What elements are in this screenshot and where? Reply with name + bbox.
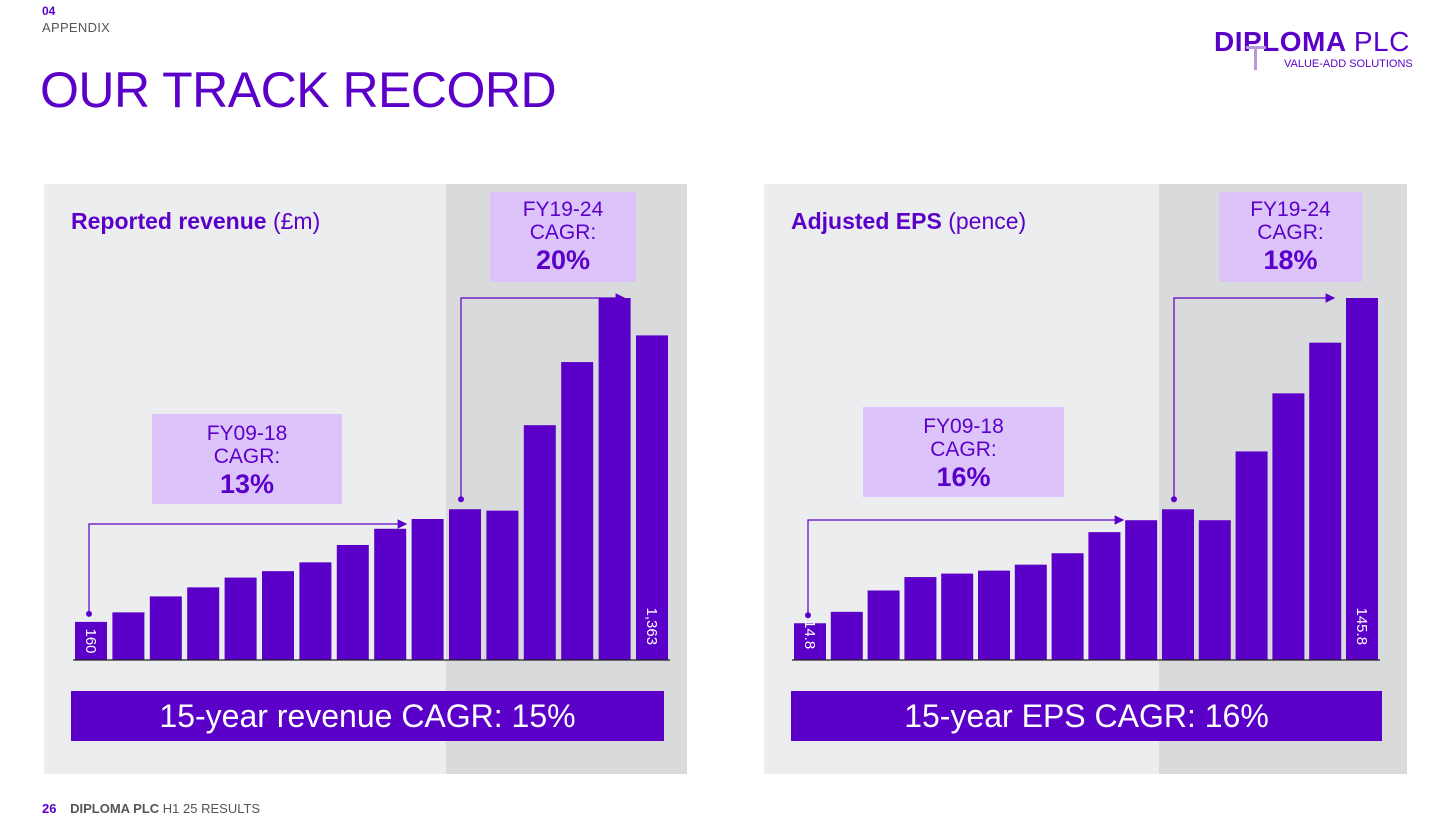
eps-bar-fy10 [830, 611, 863, 660]
revenue-bar-chart: 160 1,363 [73, 293, 670, 661]
revenue-chart-panel: Reported revenue (£m) 160 1,363 FY09-18 C… [44, 184, 687, 774]
revenue-early-cagr-box: FY09-18 CAGR: 13% [152, 414, 342, 504]
eps-bar-fy19 [1162, 509, 1194, 660]
logo-name-light: PLC [1353, 26, 1410, 57]
revenue-bar-fy17 [374, 528, 407, 660]
footer: 26 DIPLOMA PLC H1 25 RESULTS [42, 801, 260, 816]
revenue-chart-title: Reported revenue (£m) [71, 208, 321, 234]
eps-late-cagr-box: FY19-24 CAGR: 18% [1219, 192, 1362, 282]
eps-bar-fy15 [1014, 564, 1047, 660]
revenue-late-arrow [460, 293, 626, 500]
logo-name-bold: DIPLOMA [1214, 26, 1346, 57]
eps-first-value-label: 14.8 [801, 620, 818, 649]
eps-bar-fy16 [1051, 553, 1084, 660]
revenue-early-arrow-start [86, 610, 92, 617]
revenue-bar-fy13 [224, 577, 257, 660]
eps-bar-fy09 [794, 623, 826, 660]
revenue-bar-fy22 [561, 362, 594, 660]
company-logo: DIPLOMA PLC VALUE-ADD SOLUTIONS [1214, 26, 1414, 76]
eps-bar-fy12 [904, 577, 937, 660]
eps-cagr-banner: 15-year EPS CAGR: 16% [791, 691, 1382, 741]
page-title: OUR TRACK RECORD [40, 62, 557, 118]
logo-cross-mark-bar [1246, 46, 1266, 49]
revenue-bar-fy20 [486, 510, 519, 660]
eps-chart-panel: Adjusted EPS (pence) 14.8 145.8 FY09-18 C… [764, 184, 1407, 774]
section-number: 04 [42, 4, 56, 18]
eps-early-arrow [807, 515, 1125, 616]
eps-bar-fy24 [1346, 298, 1378, 660]
eps-bar-fy23 [1309, 342, 1342, 660]
footer-company: DIPLOMA PLC [70, 801, 160, 816]
revenue-late-cagr-box: FY19-24 CAGR: 20% [490, 192, 636, 282]
section-name: APPENDIX [42, 20, 111, 35]
revenue-bar-fy09 [75, 621, 107, 660]
revenue-bar-fy12 [187, 587, 220, 660]
revenue-bar-fy15 [299, 562, 332, 660]
eps-bar-fy11 [867, 590, 900, 660]
revenue-bar-fy11 [149, 596, 182, 660]
revenue-bar-fy21 [523, 425, 556, 660]
revenue-last-value-label: 1,363 [643, 608, 660, 646]
eps-bar-fy20 [1198, 520, 1231, 660]
eps-bar-fy14 [978, 570, 1010, 660]
revenue-bar-fy16 [336, 544, 369, 660]
revenue-early-arrow [88, 519, 408, 614]
revenue-bar-fy10 [112, 612, 145, 660]
revenue-bar-fy23 [598, 298, 631, 660]
logo-tagline: VALUE-ADD SOLUTIONS [1284, 58, 1413, 70]
revenue-cagr-banner: 15-year revenue CAGR: 15% [71, 691, 664, 741]
eps-bar-fy18 [1125, 520, 1158, 660]
revenue-bar-fy19 [449, 509, 481, 660]
eps-bar-fy21 [1235, 451, 1268, 660]
revenue-bar-fy24 [636, 335, 668, 660]
logo-cross-mark [1254, 46, 1257, 70]
eps-chart-title: Adjusted EPS (pence) [791, 208, 1027, 234]
eps-early-cagr-box: FY09-18 CAGR: 16% [863, 407, 1064, 497]
revenue-first-value-label: 160 [82, 629, 99, 654]
eps-bar-fy17 [1088, 532, 1121, 660]
eps-late-arrow [1173, 293, 1336, 500]
revenue-bar-fy18 [411, 519, 444, 660]
page-number: 26 [42, 801, 57, 816]
eps-bar-fy13 [941, 573, 974, 660]
revenue-bar-fy14 [262, 571, 294, 660]
footer-document: H1 25 RESULTS [162, 801, 261, 816]
eps-last-value-label: 145.8 [1353, 608, 1370, 646]
eps-bar-fy22 [1272, 393, 1305, 660]
eps-bar-chart: 14.8 145.8 [792, 293, 1380, 661]
